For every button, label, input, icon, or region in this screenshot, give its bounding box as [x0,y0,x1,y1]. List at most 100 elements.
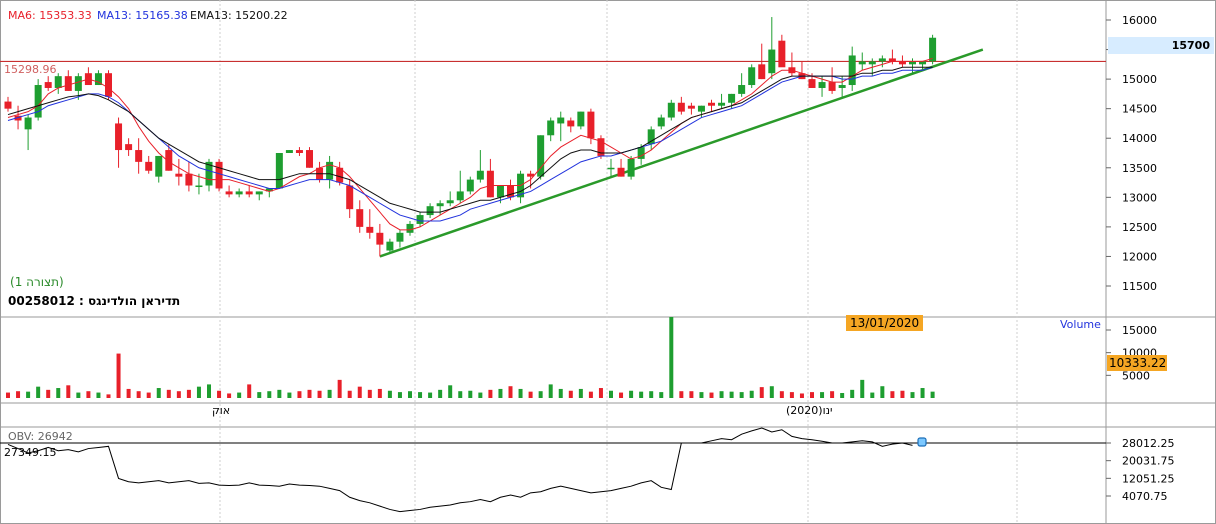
candle [708,99,715,112]
candle [788,52,796,77]
volume-bar [498,388,503,398]
volume-title: Volume [1060,318,1101,331]
price-tick: 12500 [1122,221,1157,234]
candle [275,153,283,189]
volume-bar [880,386,885,398]
candle [577,111,585,130]
candle [597,135,605,159]
price-tick: 14500 [1122,103,1157,116]
volume-bar [86,391,91,398]
volume-bar [237,392,242,398]
volume-bar [448,385,453,398]
candle [84,67,92,86]
volume-bar [347,390,352,398]
volume-bar [217,390,222,398]
volume-bar [96,392,101,398]
volume-bar [699,392,704,398]
candle [848,46,856,91]
candle [567,117,575,133]
moving-averages [7,57,933,231]
candle [44,76,52,91]
candle [557,111,565,142]
volume-bar [548,384,553,398]
volume-bar [166,389,171,398]
candle [54,73,62,94]
candles [4,17,937,257]
volume-bar [247,384,252,398]
volume-bar [116,353,121,398]
volume-bar [297,391,302,398]
volume-bar [146,392,151,398]
candle [537,135,545,180]
ma13-value: 15165.38 [135,9,188,22]
volume-bar [890,391,895,398]
candle [115,117,123,168]
ma6-line [7,57,933,231]
price-tick: 13000 [1122,191,1157,204]
volume-bar [609,390,613,398]
candle [285,150,293,153]
x-label-jan: ינו(2020) [786,404,833,417]
candle [778,34,786,68]
price-tick: 16000 [1122,14,1157,27]
last-price-tag: 15700 [1108,37,1214,54]
candle [235,188,243,198]
x-label-oct: אוק [212,404,231,417]
volume-bar [327,389,332,398]
trendline-segment[interactable] [379,48,984,258]
candle [396,229,404,248]
volume-bar [759,387,764,398]
ema13-line [7,66,933,213]
candle [667,99,675,121]
candle [758,43,766,80]
candle [34,79,42,121]
view-label[interactable]: (תצורה 1) [10,275,64,289]
volume-bar [186,389,191,398]
volume-bar [478,392,483,398]
volume-bar [598,388,603,398]
candle [145,155,153,174]
volume-bar [568,390,573,398]
candle [547,117,555,142]
candle [929,34,937,65]
candle [657,114,665,130]
volume-bar [850,389,855,398]
candle [376,223,384,257]
candle [858,52,866,71]
candle [125,138,133,156]
volume-bar [317,390,322,398]
ma6-label: MA6: [8,9,36,22]
candle [215,158,223,192]
volume-bar [66,385,71,398]
candle [416,212,424,227]
candle [175,158,183,186]
volume-bar [528,391,533,398]
obv-tick: 20031.75 [1122,455,1175,468]
obv-series [7,427,913,513]
candle [386,238,394,254]
volume-bar [418,392,423,398]
volume-bar [46,389,51,398]
volume-bar [227,393,232,398]
candle [225,185,233,198]
candle [245,185,253,198]
volume-bar [156,388,161,398]
trendline[interactable] [379,48,984,258]
obv-handle[interactable] [917,437,927,447]
candle [64,70,72,91]
obv-tick: 12051.25 [1122,472,1175,485]
volume-bar [196,386,201,398]
ma13-line [7,66,933,222]
obv-tick: 28012.25 [1122,437,1175,450]
price-tick: 13500 [1122,162,1157,175]
ema13-label: EMA13: [190,9,232,22]
volume-bar [6,392,10,398]
volume-bar [860,379,865,398]
volume-bars [6,317,935,398]
volume-bar [840,393,845,398]
obv-tick: 4070.75 [1122,490,1168,503]
volume-bar [277,389,282,398]
candle [165,144,173,171]
candle [738,73,746,97]
